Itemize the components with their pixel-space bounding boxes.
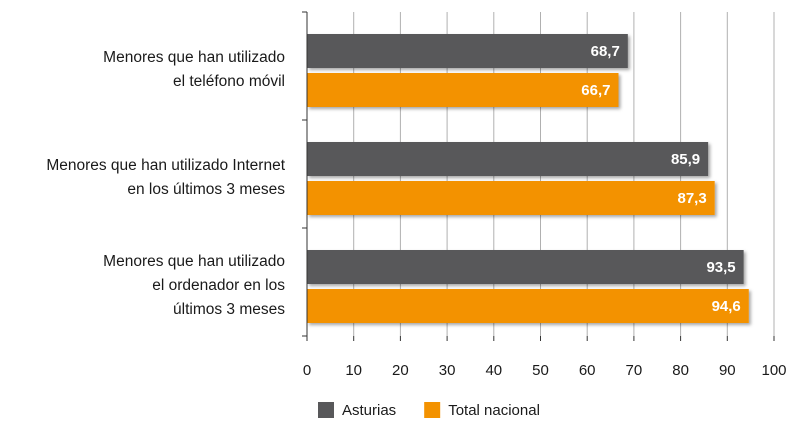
x-tick-label: 0: [303, 362, 311, 379]
x-tick-label: 20: [392, 362, 409, 379]
bar: [307, 181, 715, 215]
value-label: 94,6: [712, 298, 741, 315]
value-label: 66,7: [581, 82, 610, 99]
bars: [307, 34, 749, 323]
x-tick-label: 30: [439, 362, 456, 379]
bar: [307, 250, 744, 284]
bar: [307, 34, 628, 68]
legend-label: Total nacional: [448, 402, 540, 419]
bar: [307, 289, 749, 323]
bar: [307, 142, 709, 176]
legend-label: Asturias: [342, 402, 396, 419]
x-tick-label: 60: [579, 362, 596, 379]
legend-swatch: [424, 402, 441, 418]
value-label: 93,5: [706, 259, 735, 276]
bar: [307, 73, 619, 107]
legend-swatch: [318, 402, 334, 418]
x-tick-label: 40: [485, 362, 502, 379]
x-tick-label: 10: [345, 362, 362, 379]
value-label: 68,7: [591, 43, 620, 60]
category-label: Menores que han utilizado el teléfono móv…: [103, 49, 285, 90]
value-label: 87,3: [677, 190, 706, 207]
value-label: 85,9: [671, 151, 700, 168]
x-tick-label: 50: [532, 362, 549, 379]
x-tick-label: 90: [719, 362, 736, 379]
x-tick-label: 100: [761, 362, 786, 379]
category-label: Menores que han utilizado Internet en los…: [46, 157, 285, 198]
x-tick-label: 70: [626, 362, 643, 379]
category-label: Menores que han utilizado el ordenador en…: [103, 253, 285, 318]
x-tick-label: 80: [672, 362, 689, 379]
